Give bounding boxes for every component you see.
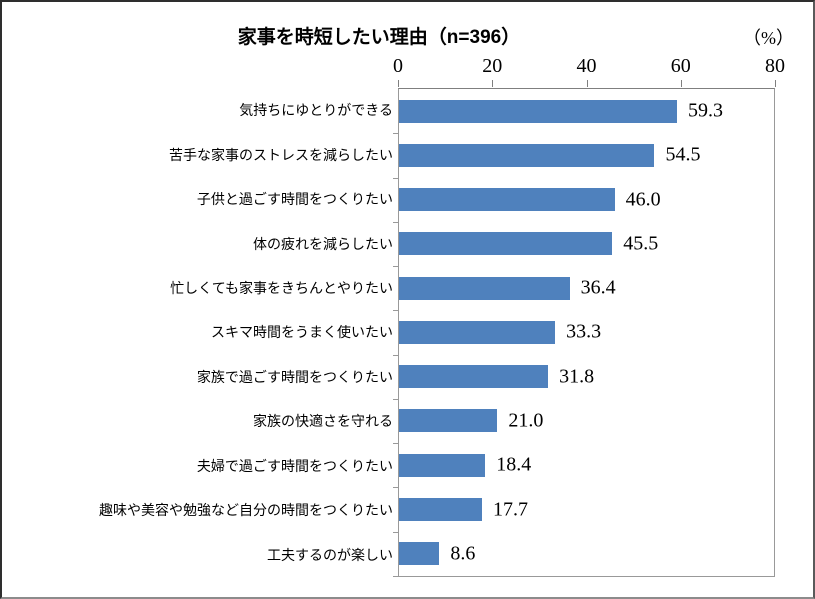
x-axis: 0 20 40 60 80 (393, 54, 785, 87)
chart-row: 17.7 (393, 487, 774, 533)
category-label: 子供と過ごす時間をつくりたい (196, 191, 393, 208)
value-label: 17.7 (492, 498, 528, 521)
x-axis-tick-mark (775, 80, 776, 87)
chart-row: 45.5 (393, 222, 774, 268)
x-axis-tick-label: 80 (765, 55, 785, 77)
chart-row: 59.3 (393, 89, 774, 135)
x-axis-tick-mark (398, 80, 399, 87)
value-label: 18.4 (496, 453, 532, 476)
chart-row: 46.0 (393, 178, 774, 224)
x-axis-tick-label: 40 (576, 55, 597, 77)
chart-row: 54.5 (393, 133, 774, 179)
bar (399, 542, 440, 566)
value-label: 21.0 (508, 409, 544, 432)
x-axis-tick-mark (492, 80, 494, 87)
bar (399, 188, 615, 212)
x-axis-tick-label: 20 (482, 55, 503, 77)
bar (399, 498, 482, 522)
x-axis-tick-label: 60 (670, 55, 691, 77)
category-label: 趣味や美容や勉強など自分の時間をつくりたい (99, 502, 393, 519)
unit-label: （%） (743, 28, 794, 48)
category-label: 気持ちにゆとりができる (239, 102, 393, 119)
bar (399, 365, 549, 389)
category-label: 体の疲れを減らしたい (253, 235, 393, 252)
value-label: 45.5 (623, 232, 659, 255)
category-label: 家族の快適さを守れる (253, 413, 393, 430)
category-label: 忙しくても家事をきちんとやりたい (170, 280, 393, 297)
bar (399, 409, 498, 433)
bar (399, 99, 677, 123)
chart-row: 21.0 (393, 399, 774, 445)
category-label: 工夫するのが楽しい (267, 546, 393, 563)
chart-row: 8.6 (393, 532, 774, 578)
value-label: 54.5 (665, 143, 701, 166)
chart-row: 36.4 (393, 266, 774, 312)
value-label: 46.0 (625, 188, 661, 211)
x-axis-tick-mark (680, 80, 682, 87)
chart-row: 18.4 (393, 443, 774, 489)
value-label: 33.3 (566, 320, 602, 343)
bar (399, 143, 655, 167)
value-label: 59.3 (687, 99, 723, 122)
value-label: 8.6 (450, 542, 476, 565)
chart-title: 家事を時短したい理由（n=396） (237, 27, 521, 48)
x-axis-tick-label: 0 (393, 55, 403, 77)
category-label: スキマ時間をうまく使いたい (211, 324, 393, 341)
category-label: 家族で過ごす時間をつくりたい (196, 368, 393, 385)
plot-area: 59.3 54.5 46.0 45.5 36.4 33.3 31.8 21.0 … (393, 88, 775, 578)
chart-row: 31.8 (393, 355, 774, 401)
bar (399, 453, 486, 477)
category-axis-labels: 気持ちにゆとりができる苦手な家事のストレスを減らしたい子供と過ごす時間をつくりた… (2, 88, 393, 577)
x-axis-tick-mark (586, 80, 588, 87)
chart-rows: 59.3 54.5 46.0 45.5 36.4 33.3 31.8 21.0 … (393, 89, 774, 578)
bar (399, 320, 556, 344)
value-label: 31.8 (559, 365, 595, 388)
chart-row: 33.3 (393, 310, 774, 356)
value-label: 36.4 (580, 276, 616, 299)
bar (399, 232, 613, 256)
category-label: 夫婦で過ごす時間をつくりたい (196, 457, 393, 474)
category-label: 苦手な家事のストレスを減らしたい (169, 146, 393, 163)
bar (399, 276, 570, 300)
